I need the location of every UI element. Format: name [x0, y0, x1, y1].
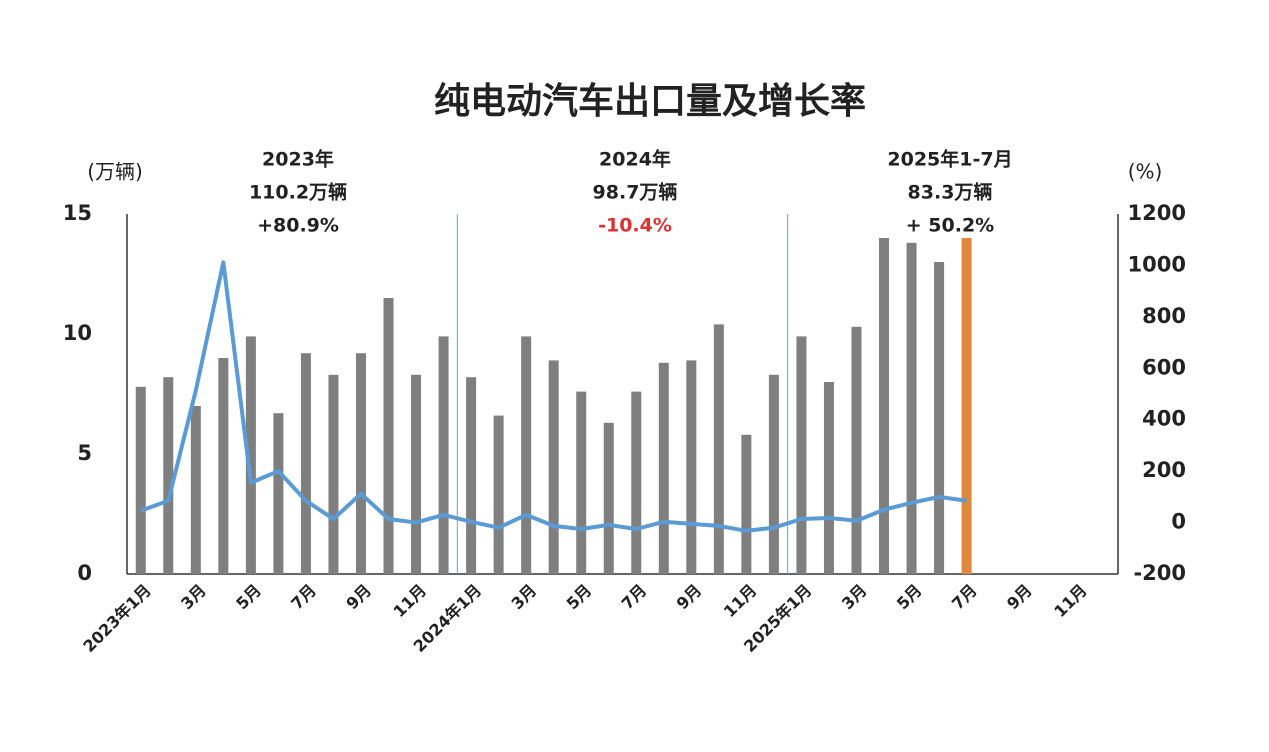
bar [438, 336, 449, 574]
bar [218, 358, 229, 574]
x-tick-label: 11月 [1050, 581, 1091, 622]
bar [135, 386, 146, 574]
bar [273, 413, 284, 574]
bar [355, 353, 366, 574]
x-tick-label: 7月 [287, 581, 320, 614]
bar [411, 374, 422, 574]
annotation: +80.9% [257, 215, 339, 237]
y2-tick-label: 200 [1142, 458, 1186, 482]
bar [934, 262, 945, 574]
x-tick-label: 3月 [508, 581, 541, 614]
y2-tick-label: 400 [1142, 407, 1186, 431]
x-tick-label: 5月 [232, 581, 265, 614]
annotation: 83.3万辆 [908, 181, 993, 204]
x-tick-label: 3月 [838, 581, 871, 614]
y-axis-label: (万辆) [87, 160, 143, 184]
x-tick-label: 9月 [1003, 581, 1036, 614]
bar [521, 336, 532, 574]
annotation: 2023年 [262, 148, 334, 171]
x-tick-label: 7月 [618, 581, 651, 614]
bar [851, 326, 862, 574]
x-tick-label: 3月 [177, 581, 210, 614]
bar [961, 238, 972, 574]
line [140, 260, 967, 533]
y2-tick-label: 1200 [1128, 201, 1186, 225]
annotation: 2024年 [599, 148, 671, 171]
bar [906, 242, 917, 575]
y-tick-label: 10 [63, 321, 92, 345]
bar [796, 336, 807, 574]
annotation: 2025年1-7月 [887, 148, 1012, 171]
y2-tick-label: 800 [1142, 304, 1186, 328]
y-tick-label: 0 [77, 561, 92, 585]
bar [879, 238, 890, 574]
x-tick-label: 11月 [390, 581, 431, 622]
bar [190, 406, 201, 574]
x-tick-label: 2023年1月 [79, 581, 154, 656]
chart-title: 纯电动汽车出口量及增长率 [434, 81, 866, 122]
bar [741, 434, 752, 574]
x-tick-label: 5月 [893, 581, 926, 614]
bar [163, 377, 174, 574]
y-tick-label: 5 [77, 441, 92, 465]
bar [576, 391, 587, 574]
bar [245, 336, 256, 574]
bar [300, 353, 311, 574]
x-tick-label: 7月 [948, 581, 981, 614]
annotation: 98.7万辆 [593, 181, 678, 204]
y2-tick-label: 0 [1171, 510, 1186, 534]
x-tick-label: 9月 [673, 581, 706, 614]
x-tick-label: 9月 [342, 581, 375, 614]
bar [493, 415, 504, 574]
annotation: + 50.2% [906, 215, 994, 237]
y2-axis-label: (%) [1128, 160, 1163, 184]
bar [383, 298, 394, 574]
bar [686, 360, 697, 574]
annotation: 110.2万辆 [249, 181, 347, 204]
y2-tick-label: 1000 [1128, 252, 1186, 276]
bar [603, 422, 614, 574]
bar [548, 360, 559, 574]
bar [823, 382, 834, 574]
bar [631, 391, 642, 574]
bar [768, 374, 779, 574]
bar [713, 324, 724, 574]
y-tick-label: 15 [63, 201, 92, 225]
bar [658, 362, 669, 574]
bar [328, 374, 339, 574]
y2-tick-label: 600 [1142, 355, 1186, 379]
x-tick-label: 5月 [563, 581, 596, 614]
annotation: -10.4% [598, 215, 672, 237]
y2-tick-label: -200 [1133, 561, 1186, 585]
bar [466, 377, 477, 574]
x-tick-label: 11月 [720, 581, 761, 622]
